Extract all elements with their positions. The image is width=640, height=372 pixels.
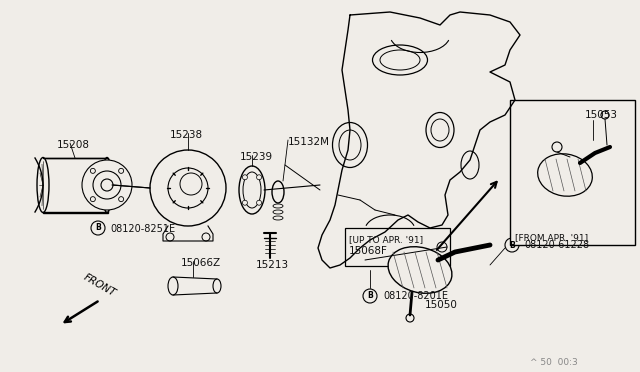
Ellipse shape (333, 122, 367, 167)
Ellipse shape (272, 181, 284, 203)
Text: [FROM APR. '91]: [FROM APR. '91] (515, 233, 588, 242)
Circle shape (552, 142, 562, 152)
Ellipse shape (213, 279, 221, 293)
Ellipse shape (380, 50, 420, 70)
Ellipse shape (538, 154, 593, 196)
Circle shape (150, 150, 226, 226)
Circle shape (406, 314, 414, 322)
Text: B: B (95, 224, 101, 232)
Text: [UP TO APR. '91]: [UP TO APR. '91] (349, 235, 423, 244)
Text: ^ 50  00:3: ^ 50 00:3 (530, 358, 578, 367)
Text: 15238: 15238 (170, 130, 203, 140)
Text: 15132M: 15132M (288, 137, 330, 147)
Circle shape (93, 171, 121, 199)
Text: 15213: 15213 (256, 260, 289, 270)
Ellipse shape (431, 119, 449, 141)
Text: 08120-61228: 08120-61228 (524, 240, 589, 250)
Circle shape (101, 179, 113, 191)
Bar (43, 158, 108, 213)
Circle shape (91, 221, 105, 235)
Circle shape (180, 173, 202, 195)
Ellipse shape (243, 172, 261, 208)
Text: FRONT: FRONT (82, 272, 118, 298)
Text: 15239: 15239 (240, 152, 273, 162)
Circle shape (257, 200, 262, 205)
Text: 15050: 15050 (425, 300, 458, 310)
Circle shape (90, 197, 95, 202)
Circle shape (257, 175, 262, 180)
Ellipse shape (426, 112, 454, 148)
Text: 08120-8251E: 08120-8251E (110, 224, 175, 234)
Text: 15068F: 15068F (349, 246, 388, 256)
Text: 15208: 15208 (57, 140, 90, 150)
Text: B: B (509, 241, 515, 250)
Bar (345, 228, 450, 266)
Circle shape (363, 289, 377, 303)
Ellipse shape (102, 157, 112, 212)
Circle shape (118, 169, 124, 173)
Circle shape (82, 160, 132, 210)
Ellipse shape (37, 157, 49, 212)
Bar (510, 100, 635, 245)
Ellipse shape (388, 247, 452, 293)
Circle shape (118, 197, 124, 202)
Circle shape (166, 233, 174, 241)
Ellipse shape (239, 166, 265, 214)
Circle shape (90, 169, 95, 173)
Ellipse shape (372, 45, 428, 75)
Text: 15066Z: 15066Z (181, 258, 221, 268)
Circle shape (601, 111, 609, 119)
Text: B: B (367, 292, 373, 301)
Text: 15053: 15053 (585, 110, 618, 120)
Circle shape (437, 242, 447, 252)
Ellipse shape (339, 130, 361, 160)
Circle shape (202, 233, 210, 241)
Circle shape (243, 175, 248, 180)
Circle shape (168, 168, 208, 208)
Ellipse shape (168, 277, 178, 295)
Text: 08120-8201E: 08120-8201E (383, 291, 448, 301)
Ellipse shape (461, 151, 479, 179)
Circle shape (505, 238, 519, 252)
Circle shape (243, 200, 248, 205)
